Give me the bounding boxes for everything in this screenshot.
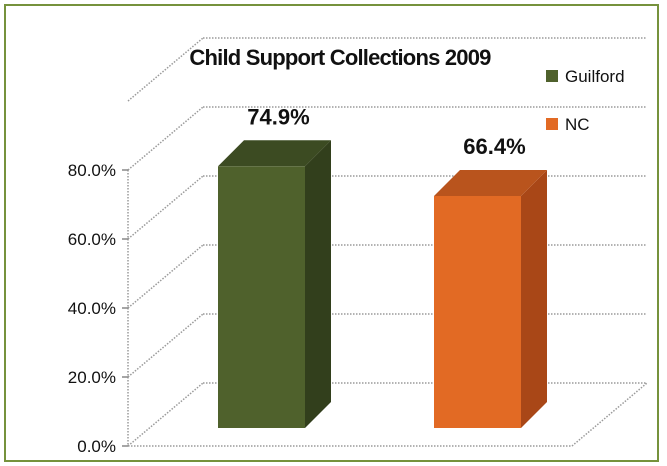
gridline-side [127, 106, 204, 171]
bars [218, 140, 547, 428]
legend-swatch-guilford [546, 70, 558, 82]
bar-nc [434, 170, 547, 428]
y-tick-label: 20.0% [68, 368, 116, 387]
data-labels: 74.9% 66.4% [247, 104, 525, 159]
y-tick-label: 40.0% [68, 299, 116, 318]
gridline-side [127, 37, 204, 102]
bar-guilford [218, 140, 331, 428]
gridline-side [127, 244, 204, 309]
bar-front-nc [434, 196, 521, 428]
gridlines [127, 37, 648, 447]
legend-label-nc: NC [565, 115, 590, 134]
gridline-side [127, 175, 204, 240]
bar-top-guilford [218, 140, 331, 167]
bar-side-nc [521, 170, 547, 428]
gridline-side [127, 382, 204, 447]
bar-side-guilford [305, 140, 331, 428]
data-label-guilford: 74.9% [247, 104, 309, 129]
gridline-side [127, 313, 204, 378]
legend: Guilford NC [546, 67, 625, 134]
y-tick-label: 0.0% [77, 437, 116, 456]
y-axis: 0.0% 20.0% 40.0% 60.0% 80.0% [68, 161, 129, 456]
bar-front-guilford [218, 166, 305, 428]
data-label-nc: 66.4% [463, 134, 525, 159]
legend-swatch-nc [546, 118, 558, 130]
floor-side-edge [571, 382, 648, 447]
y-tick-label: 80.0% [68, 161, 116, 180]
bar-top-nc [434, 170, 547, 196]
legend-label-guilford: Guilford [565, 67, 625, 86]
y-tick-label: 60.0% [68, 230, 116, 249]
chart-title: Child Support Collections 2009 [189, 45, 491, 70]
